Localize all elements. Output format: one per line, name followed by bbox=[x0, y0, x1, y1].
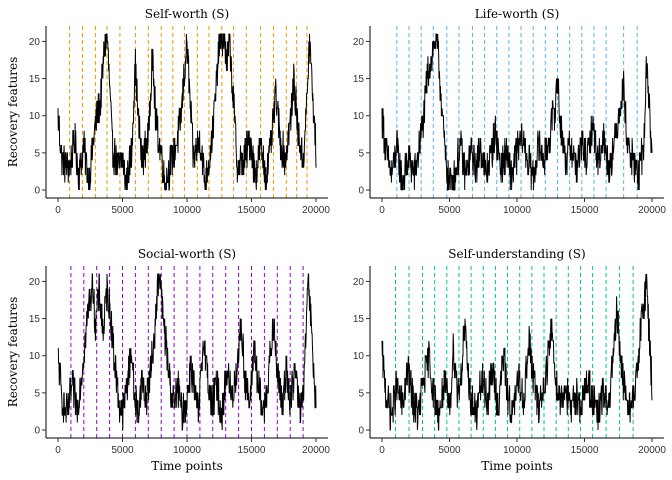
panel-4: Self-understanding (S) 0 5 10 15 20 0 5000 10000… bbox=[353, 247, 666, 473]
y-axis-label: Recovery features bbox=[6, 57, 20, 168]
y-tick-label: 0 bbox=[34, 186, 40, 197]
x-tick-label: 10000 bbox=[503, 205, 531, 216]
x-tick-label: 20000 bbox=[638, 445, 666, 456]
panel-3: Social-worth (S) 0 5 10 15 20 0 5000 10000 15000 2… bbox=[6, 247, 330, 473]
x-tick-label: 15000 bbox=[238, 205, 266, 216]
panel-title: Life-worth (S) bbox=[475, 7, 560, 21]
series-line bbox=[57, 273, 317, 431]
y-tick-label: 5 bbox=[34, 388, 40, 399]
x-tick-label: 5000 bbox=[438, 445, 461, 456]
x-tick-label: 5000 bbox=[438, 205, 461, 216]
y-tick-label: 5 bbox=[358, 148, 364, 159]
panel-1: Self-worth (S) 0 5 10 15 20 0 5000 10000 15000 200… bbox=[6, 7, 330, 216]
y-tick-label: 20 bbox=[29, 37, 41, 48]
series-line bbox=[381, 273, 653, 431]
x-tick-label: 0 bbox=[55, 445, 61, 456]
x-axis-label: Time points bbox=[481, 459, 553, 473]
x-tick-label: 20000 bbox=[638, 205, 666, 216]
panel-title: Self-understanding (S) bbox=[448, 247, 585, 261]
y-tick-label: 0 bbox=[358, 426, 364, 437]
y-tick-label: 5 bbox=[34, 148, 40, 159]
y-tick-label: 15 bbox=[353, 74, 365, 85]
y-tick-label: 20 bbox=[353, 277, 365, 288]
x-tick-label: 15000 bbox=[571, 445, 599, 456]
y-tick-label: 15 bbox=[353, 314, 365, 325]
x-tick-label: 10000 bbox=[503, 445, 531, 456]
y-tick-label: 5 bbox=[358, 388, 364, 399]
x-tick-label: 15000 bbox=[571, 205, 599, 216]
x-tick-label: 5000 bbox=[111, 445, 134, 456]
y-tick-label: 15 bbox=[29, 314, 41, 325]
y-tick-label: 0 bbox=[34, 426, 40, 437]
x-tick-label: 5000 bbox=[111, 205, 134, 216]
x-tick-label: 0 bbox=[379, 205, 385, 216]
y-tick-label: 20 bbox=[29, 277, 41, 288]
y-tick-label: 20 bbox=[353, 37, 365, 48]
y-tick-label: 10 bbox=[29, 351, 41, 362]
y-tick-label: 10 bbox=[353, 351, 365, 362]
series-line bbox=[381, 33, 653, 191]
y-tick-label: 0 bbox=[358, 186, 364, 197]
y-axis-label: Recovery features bbox=[6, 297, 20, 408]
panel-title: Social-worth (S) bbox=[138, 247, 236, 261]
panel-title: Self-worth (S) bbox=[145, 7, 229, 21]
x-tick-label: 0 bbox=[55, 205, 61, 216]
x-axis-label: Time points bbox=[151, 459, 223, 473]
panel-2: Life-worth (S) 0 5 10 15 20 0 5000 10000 15000 200… bbox=[353, 7, 666, 216]
x-tick-label: 15000 bbox=[238, 445, 266, 456]
x-tick-label: 20000 bbox=[302, 205, 330, 216]
x-tick-label: 10000 bbox=[173, 445, 201, 456]
y-tick-label: 10 bbox=[353, 111, 365, 122]
x-tick-label: 10000 bbox=[173, 205, 201, 216]
y-tick-label: 15 bbox=[29, 74, 41, 85]
x-tick-label: 20000 bbox=[302, 445, 330, 456]
y-tick-label: 10 bbox=[29, 111, 41, 122]
x-tick-label: 0 bbox=[379, 445, 385, 456]
series-line bbox=[57, 33, 317, 191]
